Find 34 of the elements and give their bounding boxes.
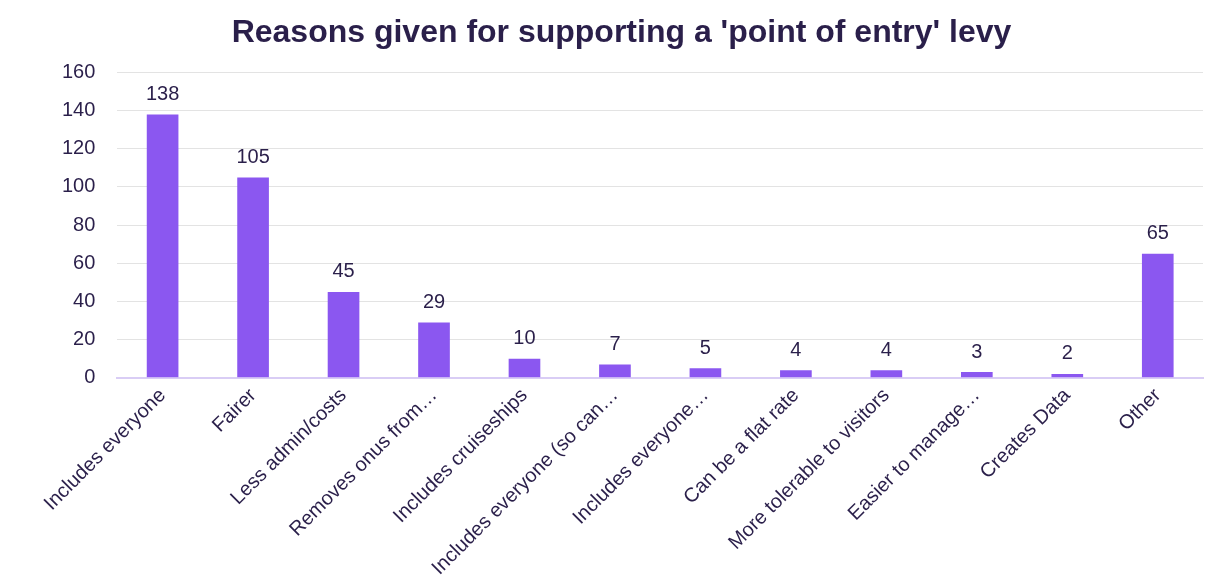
data-label: 7 (609, 331, 621, 354)
y-tick-label: 0 (84, 365, 96, 388)
y-tick-label: 60 (73, 250, 96, 273)
bar (961, 372, 993, 378)
bar (780, 370, 812, 378)
bar (689, 368, 722, 378)
data-label: 105 (236, 144, 270, 167)
data-label: 4 (880, 337, 892, 360)
y-tick-label: 160 (61, 59, 96, 82)
y-tick-label: 140 (61, 98, 96, 121)
bar (327, 291, 360, 378)
bar (599, 364, 631, 378)
data-label: 2 (1061, 341, 1073, 364)
bar (418, 322, 450, 378)
y-tick-label: 40 (73, 288, 96, 311)
bar (1051, 373, 1084, 378)
data-label: 10 (513, 326, 536, 349)
bar (146, 114, 179, 378)
y-tick-label: 120 (61, 136, 96, 159)
bar (508, 358, 541, 378)
data-label: 138 (145, 81, 180, 104)
bar (237, 177, 269, 378)
data-label: 45 (332, 259, 355, 282)
data-label: 5 (699, 335, 711, 358)
data-label: 29 (422, 289, 446, 312)
data-label: 4 (790, 337, 802, 360)
data-label: 3 (971, 339, 983, 362)
bar (1141, 253, 1174, 378)
y-tick-label: 80 (73, 212, 96, 235)
bar (870, 370, 903, 378)
chart-title: Reasons given for supporting a 'point of entry' levy (231, 13, 1012, 50)
data-label: 65 (1146, 221, 1169, 244)
y-tick-label: 100 (61, 174, 96, 197)
y-tick-label: 20 (73, 327, 96, 350)
